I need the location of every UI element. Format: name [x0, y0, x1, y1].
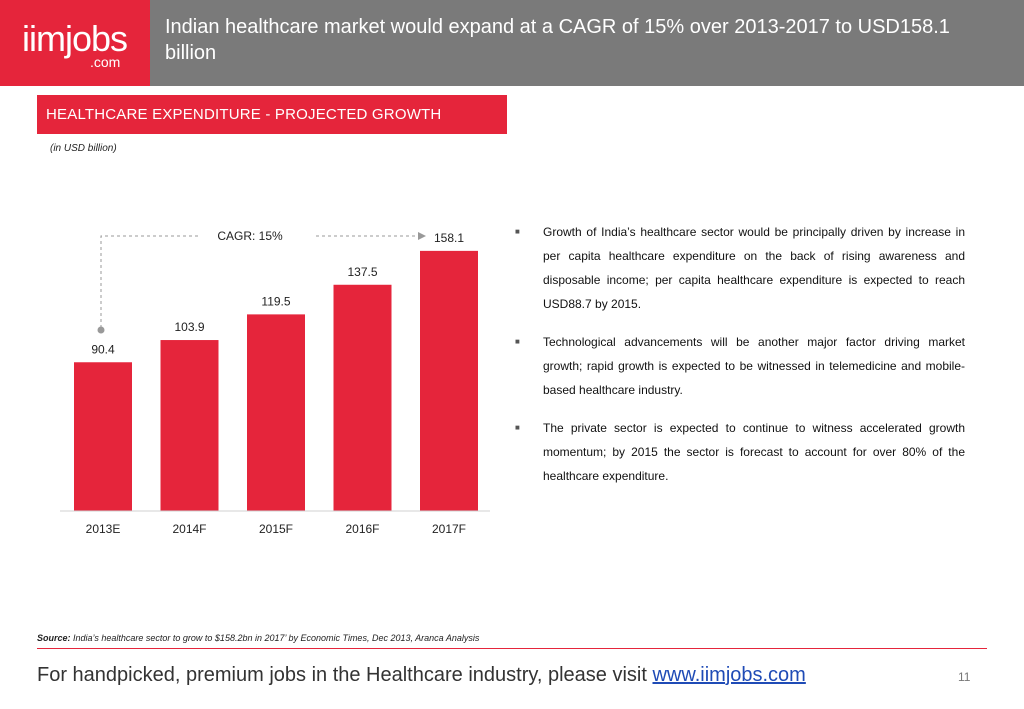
source-note: Source: India’s healthcare sector to gro… — [37, 633, 479, 643]
data-label-2015F: 119.5 — [261, 294, 290, 308]
source-label: Source: — [37, 633, 71, 643]
x-tick-label-2017F: 2017F — [432, 522, 466, 536]
data-label-2016F: 137.5 — [347, 265, 377, 279]
footer-link[interactable]: www.iimjobs.com — [652, 664, 806, 686]
header-bar — [0, 0, 1024, 86]
bullet-text: Growth of India’s healthcare sector woul… — [543, 225, 965, 311]
square-bullet-icon: ■ — [515, 423, 520, 432]
square-bullet-icon: ■ — [515, 227, 520, 236]
section-title: HEALTHCARE EXPENDITURE - PROJECTED GROWT… — [46, 106, 442, 123]
footer-divider — [37, 648, 987, 649]
x-tick-label-2013E: 2013E — [86, 522, 121, 536]
cagr-connector — [100, 235, 200, 328]
bullet-text: The private sector is expected to contin… — [543, 421, 965, 483]
bar-2016F — [333, 284, 392, 511]
unit-note: (in USD billion) — [50, 143, 117, 154]
footer-text: For handpicked, premium jobs in the Heal… — [37, 664, 653, 686]
logo-subtext: .com — [90, 54, 121, 70]
source-text: India’s healthcare sector to grow to $15… — [70, 633, 480, 643]
cagr-start-dot — [97, 326, 105, 334]
x-tick-label-2016F: 2016F — [345, 522, 379, 536]
bar-2013E — [74, 362, 132, 511]
slide-title: Indian healthcare market would expand at… — [165, 16, 950, 64]
square-bullet-icon: ■ — [515, 337, 520, 346]
bar-2015F — [247, 314, 305, 511]
data-label-2017F: 158.1 — [434, 231, 464, 245]
bar-2014F — [160, 340, 219, 511]
data-label-2013E: 90.4 — [91, 342, 115, 356]
bullet-item: ■ Growth of India’s healthcare sector wo… — [515, 220, 965, 316]
x-tick-label-2015F: 2015F — [259, 522, 293, 536]
x-tick-label-2014F: 2014F — [172, 522, 206, 536]
bar-2017F — [420, 250, 478, 511]
bullet-item: ■ The private sector is expected to cont… — [515, 416, 965, 488]
data-label-2014F: 103.9 — [174, 320, 204, 334]
logo[interactable]: iimjobs .com — [0, 0, 150, 86]
bullet-text: Technological advancements will be anoth… — [543, 335, 965, 397]
bullet-list: ■ Growth of India’s healthcare sector wo… — [515, 220, 965, 502]
section-band — [37, 95, 507, 134]
bullet-item: ■ Technological advancements will be ano… — [515, 330, 965, 402]
cagr-annotation: CAGR: 15% — [97, 229, 426, 334]
logo-text: iimjobs — [22, 18, 128, 59]
cagr-arrowhead — [418, 232, 426, 240]
page-number: 11 — [958, 670, 971, 684]
cagr-label: CAGR: 15% — [217, 229, 283, 243]
footer: For handpicked, premium jobs in the Heal… — [37, 664, 806, 687]
